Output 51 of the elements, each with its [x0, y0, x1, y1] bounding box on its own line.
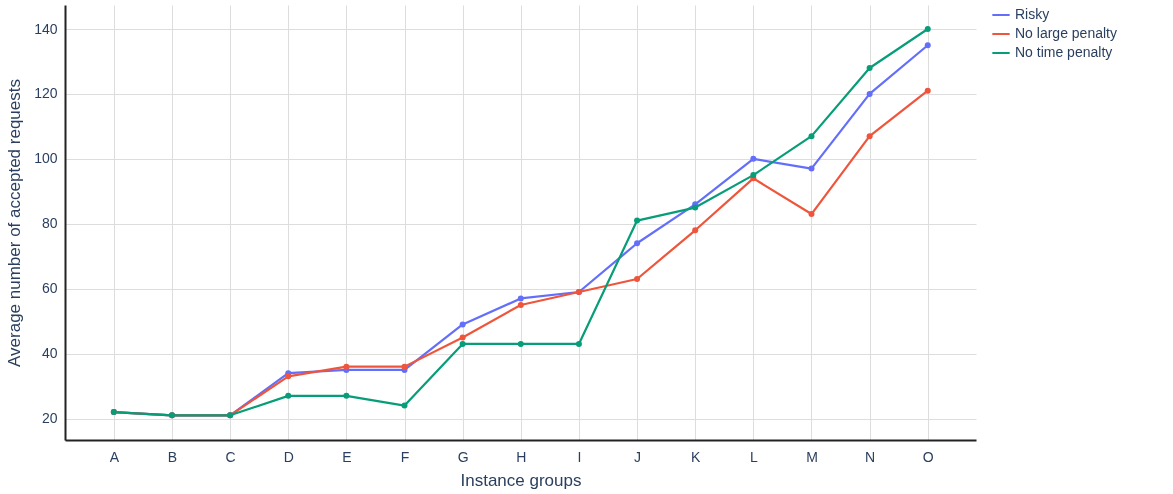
point	[517, 295, 524, 302]
y-tick-label: 120	[34, 85, 58, 102]
x-tick-label: O	[922, 448, 934, 465]
point	[692, 227, 699, 234]
y-tick-label: 40	[41, 345, 58, 362]
point	[459, 334, 466, 341]
y-axis-title: Average number of accepted requests	[5, 79, 25, 367]
legend-label: Risky	[1015, 6, 1050, 22]
x-tick-label: L	[749, 448, 758, 465]
point	[401, 402, 408, 409]
point	[343, 392, 350, 399]
point	[459, 340, 466, 347]
point	[924, 42, 931, 49]
point	[808, 133, 815, 140]
x-tick-label: F	[400, 448, 410, 465]
x-tick-label: B	[167, 448, 178, 465]
point	[634, 217, 641, 224]
y-tick-label: 80	[41, 215, 58, 232]
x-tick-label: M	[806, 448, 818, 465]
point	[866, 64, 873, 71]
y-tick-label: 60	[41, 280, 58, 297]
y-tick-label: 140	[34, 20, 58, 37]
point	[517, 301, 524, 308]
point	[750, 155, 757, 162]
x-tick-label: J	[634, 448, 642, 465]
x-tick-label: G	[457, 448, 469, 465]
point	[634, 275, 641, 282]
x-tick-label: D	[283, 448, 294, 465]
point	[924, 26, 931, 33]
x-tick-label: I	[577, 448, 582, 465]
x-axis-title: Instance groups	[460, 470, 582, 490]
x-tick-label: E	[342, 448, 352, 465]
x-tick-label: C	[225, 448, 236, 465]
point	[866, 133, 873, 140]
point	[808, 165, 815, 172]
point	[459, 321, 466, 328]
x-tick-label: K	[691, 448, 702, 465]
x-tick-label: N	[865, 448, 876, 465]
legend-label: No time penalty	[1015, 44, 1113, 60]
legend-label: No large penalty	[1015, 25, 1117, 41]
y-tick-label: 20	[41, 410, 58, 427]
point	[575, 340, 582, 347]
point	[517, 340, 524, 347]
point	[866, 90, 873, 97]
point	[808, 211, 815, 218]
x-tick-label: A	[109, 448, 120, 465]
point	[634, 240, 641, 247]
point	[285, 392, 292, 399]
y-tick-label: 100	[34, 150, 58, 167]
x-tick-label: H	[516, 448, 527, 465]
point	[924, 87, 931, 94]
